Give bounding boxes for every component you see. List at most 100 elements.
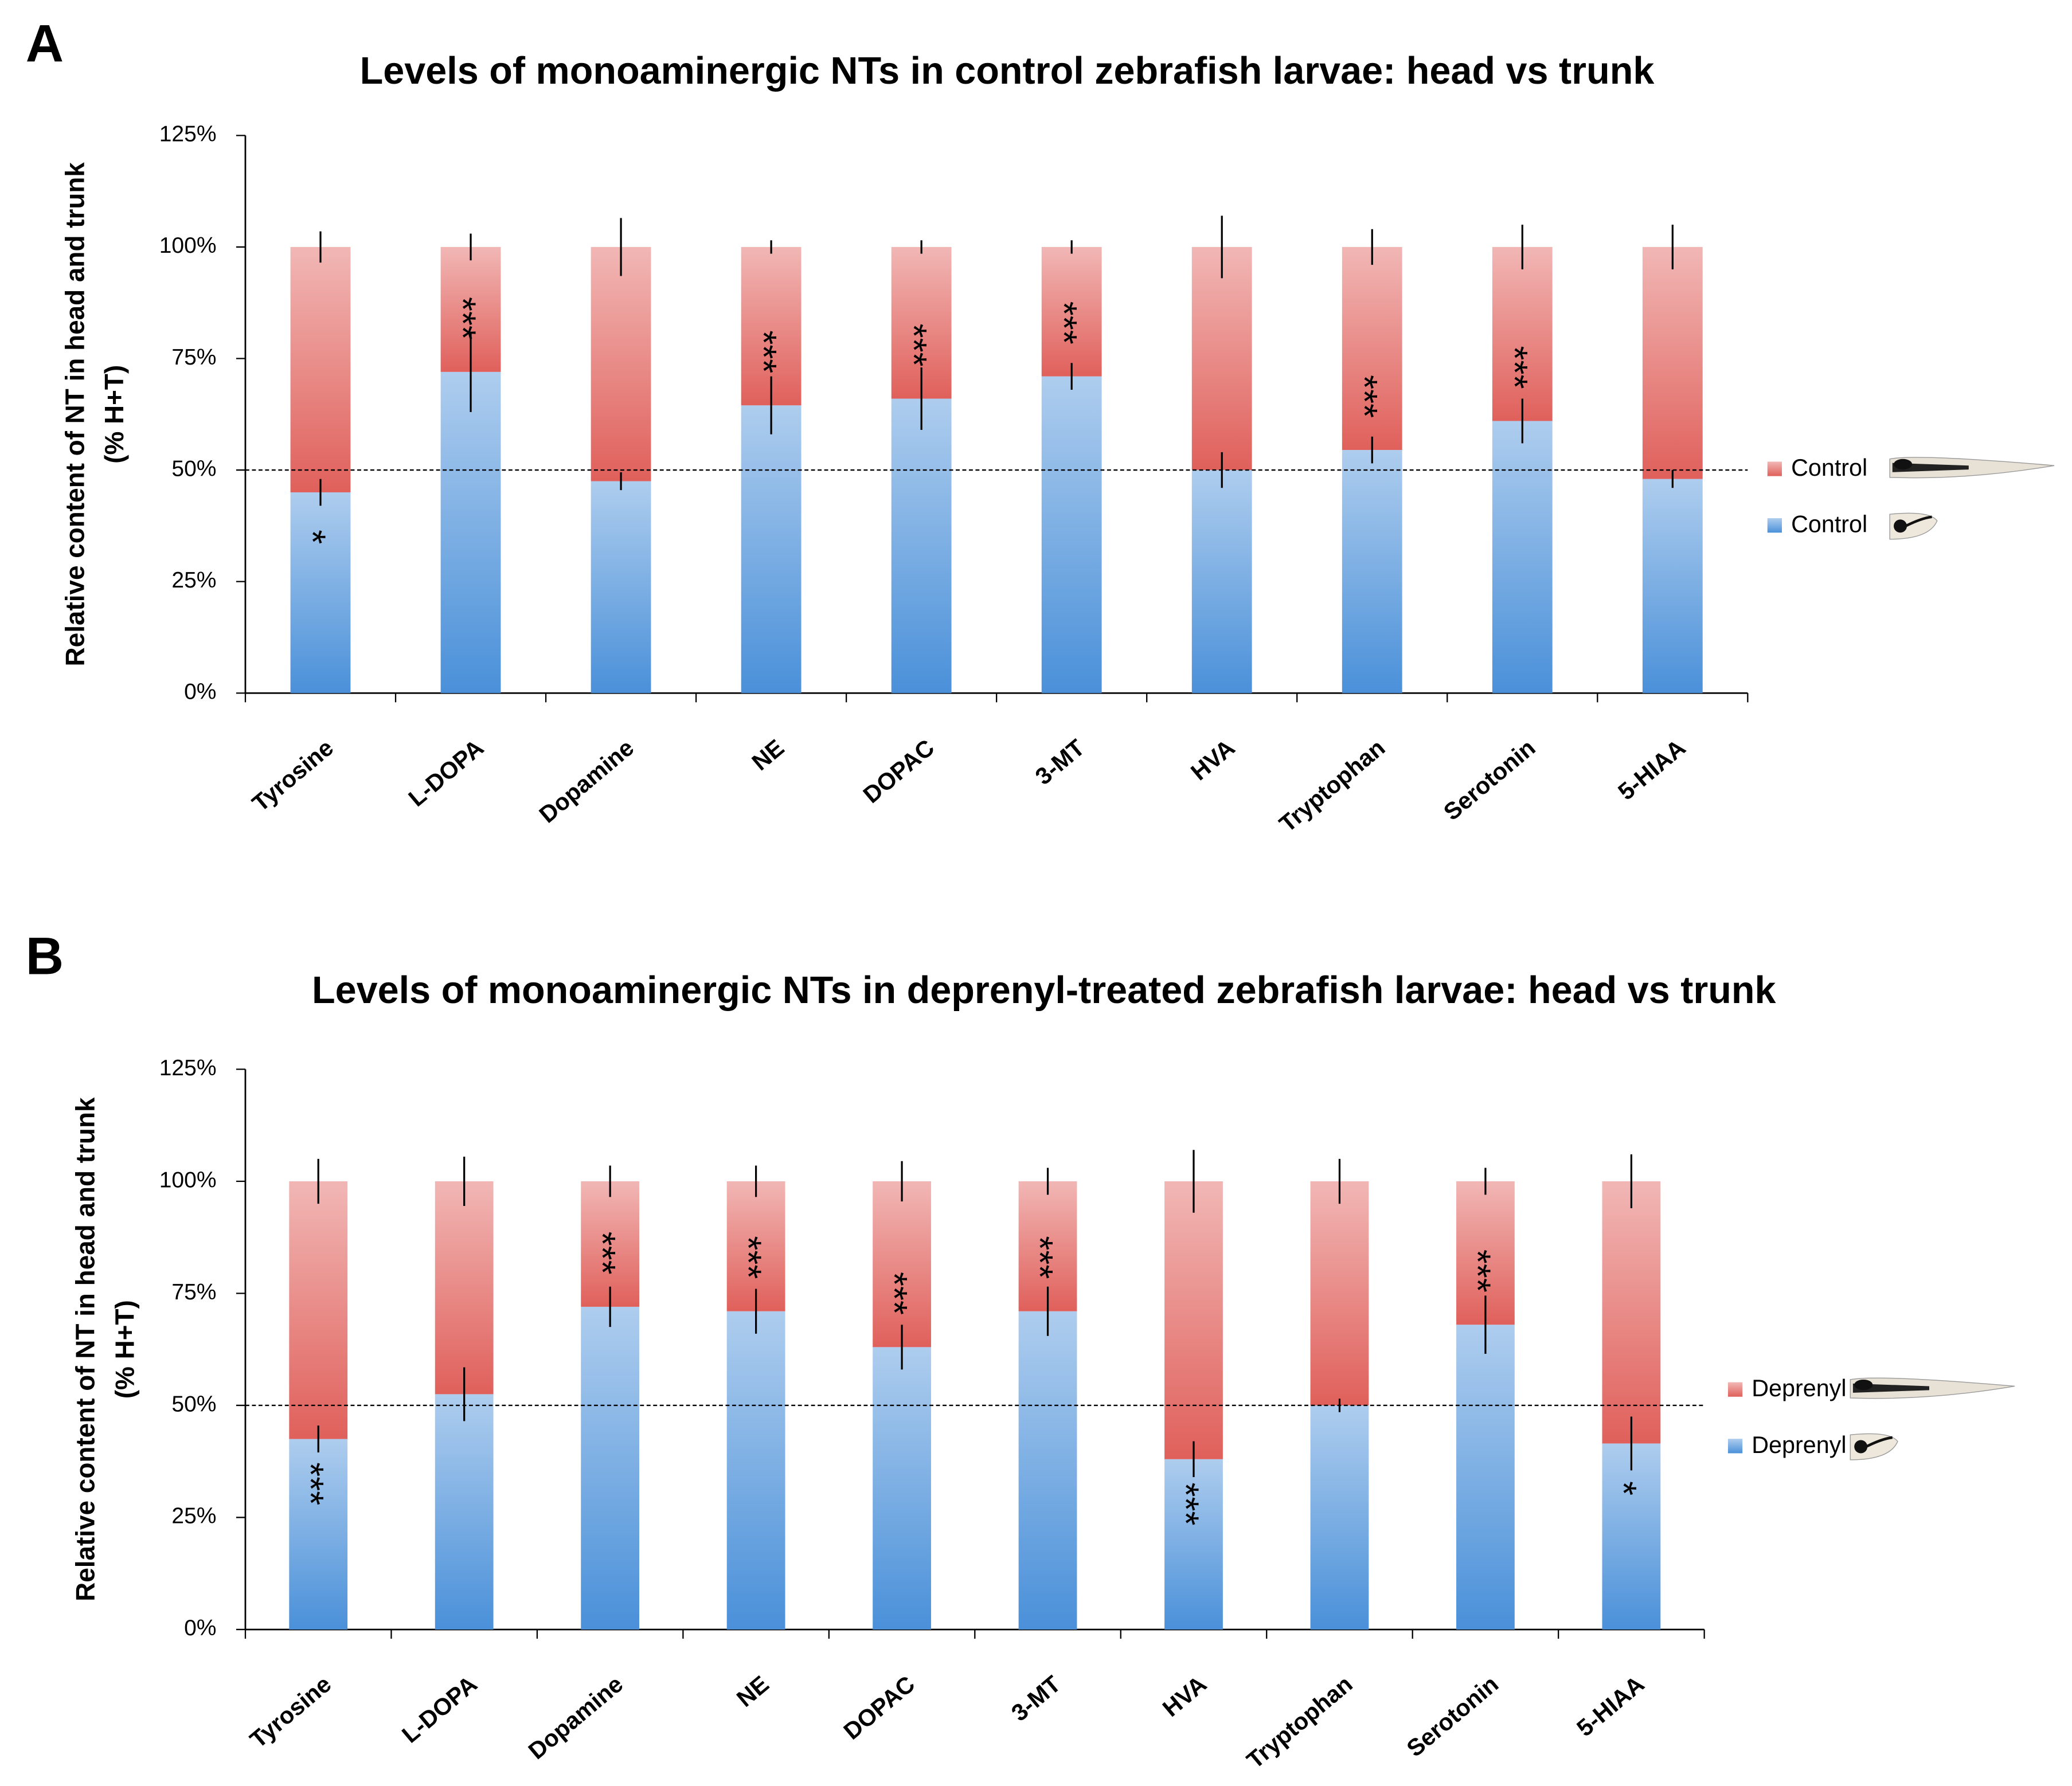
y-axis-label: Relative content of NT in head and trunk bbox=[71, 1097, 100, 1601]
y-tick-label: 75% bbox=[171, 1280, 216, 1305]
bar-segment bbox=[290, 492, 351, 694]
x-tick-label: Tyrosine bbox=[247, 734, 338, 817]
bar-segment bbox=[1164, 1459, 1223, 1630]
legend-icon bbox=[1889, 457, 2055, 479]
y-tick-label: 100% bbox=[159, 1168, 217, 1192]
bar-segment bbox=[435, 1394, 494, 1630]
significance-label: *** bbox=[1457, 1250, 1499, 1292]
bar-segment bbox=[1191, 246, 1252, 471]
y-tick-label: 25% bbox=[171, 568, 216, 593]
significance-label: *** bbox=[1043, 301, 1085, 344]
bar-segment bbox=[1342, 450, 1402, 694]
bar-segment bbox=[591, 481, 651, 694]
x-tick-label: NE bbox=[747, 734, 789, 775]
significance-label: *** bbox=[893, 324, 935, 367]
legend-swatch bbox=[1767, 518, 1782, 533]
significance-label: *** bbox=[290, 1462, 331, 1505]
y-axis-label: (% H+T) bbox=[99, 365, 129, 464]
bar-segment bbox=[1310, 1181, 1369, 1405]
bar-segment bbox=[891, 398, 952, 694]
y-tick-label: 100% bbox=[159, 233, 217, 258]
bar-segment bbox=[1164, 1181, 1223, 1459]
x-tick-label: NE bbox=[732, 1671, 774, 1712]
bar-segment bbox=[290, 246, 351, 492]
bar-segment bbox=[1191, 470, 1252, 694]
significance-label: *** bbox=[1494, 346, 1535, 389]
bar-segment bbox=[873, 1347, 931, 1630]
x-tick-label: Tyrosine bbox=[245, 1671, 336, 1753]
bar-segment bbox=[741, 405, 802, 694]
significance-label: *** bbox=[1019, 1236, 1061, 1279]
bar-segment bbox=[1310, 1405, 1369, 1630]
significance-label: *** bbox=[1344, 375, 1385, 418]
x-tick-label: Dopamine bbox=[534, 734, 639, 828]
bar-segment bbox=[1642, 479, 1703, 694]
legend-icon bbox=[1854, 1440, 1868, 1454]
legend-icon bbox=[1894, 519, 1907, 533]
x-tick-label: Serotonin bbox=[1402, 1671, 1503, 1762]
legend-label: Control bbox=[1791, 511, 1867, 538]
significance-label: *** bbox=[874, 1272, 915, 1315]
x-tick-label: Serotonin bbox=[1438, 734, 1540, 825]
bar-segment bbox=[1342, 246, 1402, 451]
legend-label: Deprenyl bbox=[1752, 1375, 1846, 1401]
y-tick-label: 125% bbox=[159, 122, 217, 147]
bar-segment bbox=[581, 1306, 640, 1630]
x-tick-label: HVA bbox=[1158, 1671, 1211, 1722]
bar-segment bbox=[873, 1181, 931, 1348]
bar-segment bbox=[1492, 246, 1553, 421]
y-tick-label: 25% bbox=[171, 1504, 216, 1529]
y-axis-label: (% H+T) bbox=[110, 1300, 140, 1399]
bar-segment bbox=[289, 1439, 348, 1630]
bar-segment bbox=[726, 1311, 785, 1630]
legend-swatch bbox=[1727, 1439, 1743, 1454]
legend-label: Deprenyl bbox=[1752, 1432, 1846, 1458]
bar-segment bbox=[1642, 246, 1703, 479]
legend-swatch bbox=[1767, 461, 1782, 476]
x-tick-label: DOPAC bbox=[839, 1671, 920, 1745]
bar-segment bbox=[1602, 1443, 1661, 1630]
bar-segment bbox=[1602, 1181, 1661, 1444]
y-tick-label: 75% bbox=[171, 345, 216, 370]
x-tick-label: DOPAC bbox=[858, 734, 939, 808]
chart-title: Levels of monoaminergic NTs in control z… bbox=[360, 50, 1655, 92]
legend-icon bbox=[1894, 459, 1913, 470]
significance-label: *** bbox=[1166, 1482, 1207, 1525]
y-tick-label: 0% bbox=[184, 1616, 216, 1640]
x-tick-label: HVA bbox=[1186, 734, 1240, 785]
y-tick-label: 125% bbox=[159, 1056, 217, 1080]
bar-segment bbox=[581, 1181, 640, 1307]
x-tick-label: Tryptophan bbox=[1275, 734, 1390, 837]
bar-segment bbox=[289, 1181, 348, 1439]
significance-label: * bbox=[1603, 1481, 1644, 1495]
y-tick-label: 0% bbox=[184, 680, 216, 704]
panel-label: A bbox=[26, 14, 64, 73]
x-tick-label: 5-HIAA bbox=[1613, 734, 1690, 805]
chart-title: Levels of monoaminergic NTs in deprenyl-… bbox=[312, 969, 1777, 1012]
x-tick-label: L-DOPA bbox=[397, 1671, 482, 1748]
bar-segment bbox=[1041, 246, 1102, 377]
y-tick-label: 50% bbox=[171, 456, 216, 481]
bar-segment bbox=[591, 246, 651, 481]
y-tick-label: 50% bbox=[171, 1392, 216, 1416]
significance-label: *** bbox=[443, 297, 484, 340]
bar-segment bbox=[1492, 421, 1553, 694]
legend-icon bbox=[1850, 1377, 2015, 1399]
bar-segment bbox=[1456, 1325, 1515, 1630]
x-tick-label: Tryptophan bbox=[1242, 1671, 1358, 1774]
x-tick-label: Dopamine bbox=[523, 1671, 628, 1765]
legend-icon bbox=[1854, 1379, 1873, 1391]
significance-label: * bbox=[292, 530, 334, 544]
x-tick-label: 3-MT bbox=[1030, 734, 1089, 790]
bar-segment bbox=[435, 1181, 494, 1395]
x-tick-label: 3-MT bbox=[1006, 1671, 1065, 1726]
bar-segment bbox=[1018, 1311, 1077, 1630]
significance-label: *** bbox=[728, 1236, 769, 1279]
panel-label: B bbox=[26, 927, 64, 985]
x-tick-label: L-DOPA bbox=[404, 734, 488, 812]
x-tick-label: 5-HIAA bbox=[1572, 1671, 1649, 1742]
legend-icon bbox=[1865, 1436, 1893, 1448]
y-axis-label: Relative content of NT in head and trunk bbox=[60, 162, 89, 667]
